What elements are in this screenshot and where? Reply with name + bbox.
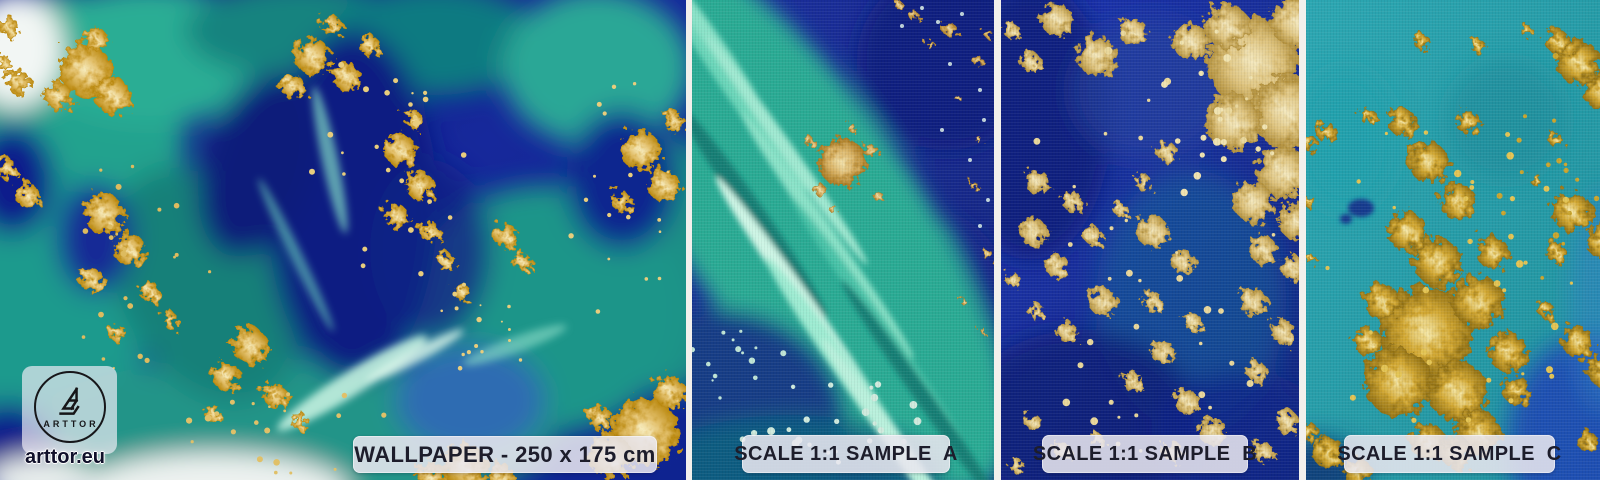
wallpaper-panel: ARTTOR arttor.eu WALLPAPER - 250 x 175 c…: [0, 0, 686, 480]
sample-a-panel: SCALE 1:1 SAMPLE A: [692, 0, 994, 480]
website-watermark: arttor.eu: [25, 446, 106, 468]
brand-logo: ARTTOR: [22, 366, 117, 454]
sample-c-art: [1306, 0, 1600, 480]
logo-circle: ARTTOR: [33, 371, 106, 443]
sample-a-label: SCALE 1:1 SAMPLE A: [734, 435, 957, 473]
logo-wordmark: ARTTOR: [43, 418, 99, 429]
gold-foil-clusters: [1003, 0, 1299, 473]
sample-a-art: [692, 0, 994, 480]
sample-c-label: SCALE 1:1 SAMPLE C: [1337, 435, 1561, 473]
sample-b-label: SCALE 1:1 SAMPLE B: [1033, 435, 1257, 473]
gold-foil-clusters: [805, 2, 992, 333]
sample-b-panel: SCALE 1:1 SAMPLE B: [1001, 0, 1299, 480]
wallpaper-art: [0, 0, 686, 480]
sample-c-panel: SCALE 1:1 SAMPLE C: [1306, 0, 1600, 480]
sample-b-art: [1001, 0, 1299, 480]
gold-foil-clusters: [1306, 24, 1600, 480]
wallpaper-size-label: WALLPAPER - 250 x 175 cm: [353, 436, 657, 473]
arttor-monogram-icon: [58, 386, 80, 415]
